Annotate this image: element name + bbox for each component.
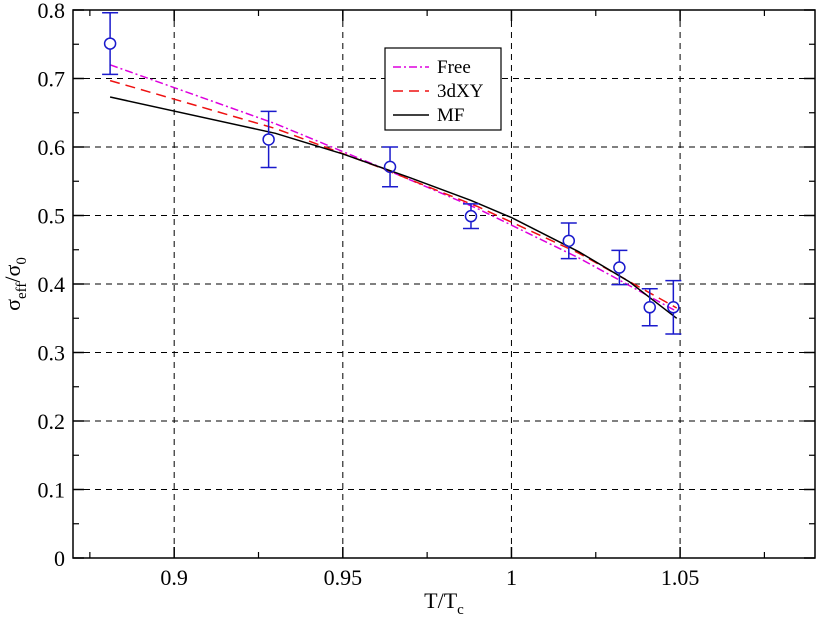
point-marker (667, 301, 680, 314)
x-axis-title: T/Tc (424, 588, 464, 618)
y-tick-label: 0.4 (38, 272, 66, 297)
grid-layer (73, 10, 815, 558)
y-axis-title-mid: /σ (0, 265, 25, 283)
legend-label-free: Free (437, 57, 471, 78)
x-axis-title-main: T/T (424, 588, 458, 613)
x-tick-label: 1.05 (661, 565, 700, 590)
data-point (260, 110, 277, 169)
y-tick-label: 0.6 (38, 135, 66, 160)
legend-box (384, 47, 502, 131)
y-axis-title-main: σ (0, 299, 25, 311)
data-point (382, 146, 399, 188)
y-tick-label: 0.1 (38, 478, 66, 503)
points-layer (102, 11, 682, 335)
point-marker (464, 209, 478, 223)
point-marker (262, 133, 275, 146)
series-line-mf (109, 96, 678, 319)
data-point (102, 11, 119, 76)
y-tick-label: 0.2 (38, 409, 66, 434)
y-axis-title: σeff/σ0 (0, 257, 30, 311)
point-marker (562, 234, 576, 248)
y-tick-label: 0.5 (38, 204, 66, 229)
y-axis-title-sub2: 0 (14, 257, 30, 265)
x-axis-title-sub: c (457, 602, 464, 618)
legend-label-mf: MF (437, 105, 464, 126)
tick-layer: 0.9 0.95 1 1.05 0 0.1 0.2 0.3 0.4 0.5 0.6 0.7 0.8 (38, 0, 815, 590)
point-marker (383, 160, 397, 174)
data-point (665, 279, 682, 335)
data-point (611, 249, 628, 286)
point-marker (613, 261, 626, 274)
data-point (641, 288, 658, 327)
x-tick-label: 0.95 (324, 565, 363, 590)
point-marker (103, 37, 117, 50)
series-layer (109, 64, 678, 319)
point-marker (643, 301, 656, 314)
legend: Free 3dXY MF (384, 47, 502, 131)
data-point (560, 222, 577, 260)
y-tick-label: 0.7 (38, 67, 66, 92)
series-line-free (109, 64, 678, 313)
legend-label-3dxy: 3dXY (437, 81, 484, 102)
y-tick-label: 0 (54, 546, 65, 571)
y-tick-label: 0.8 (38, 0, 66, 23)
x-tick-label: 0.9 (160, 565, 188, 590)
y-tick-label: 0.3 (38, 341, 66, 366)
data-point (462, 203, 479, 230)
x-tick-label: 1 (506, 565, 517, 590)
plot-frame (72, 9, 816, 559)
y-axis-title-sub1: eff (14, 283, 30, 299)
